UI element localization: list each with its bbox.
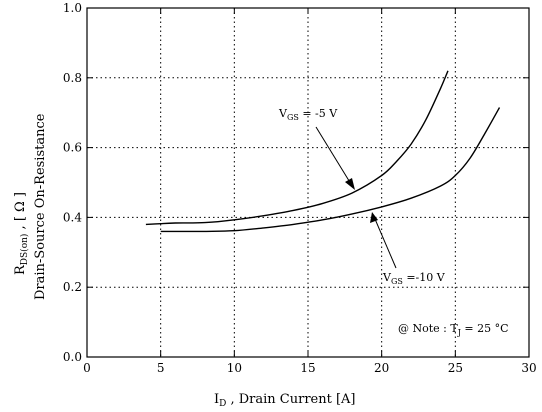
x-tick-label: 0 (83, 361, 91, 375)
annotation-vgs-5-main: V (278, 107, 288, 120)
y-tick-label: 0.4 (63, 210, 82, 224)
annotation-vgs-10-rest: =-10 V (403, 271, 446, 284)
y-tick-label: 1.0 (63, 1, 82, 15)
x-tick-label: 5 (157, 361, 165, 375)
tick-labels: 0 5 10 15 20 25 30 0.0 0.2 0.4 0.6 0.8 1.0 (63, 1, 537, 375)
y-axis-label-2: Drain-Source On-Resistance (33, 113, 48, 300)
annotation-vgs-5: VGS = -5 V (278, 107, 338, 122)
note-tj-sub: J (457, 328, 461, 337)
y-tick-label: 0.6 (63, 141, 82, 155)
axis-ticks (86, 7, 530, 358)
y-axis-label-1-main: R (13, 264, 28, 275)
x-axis-label: ID , Drain Current [A] (214, 392, 356, 409)
y-tick-label: 0.2 (63, 280, 82, 294)
arrow-vgs-5-line (315, 126, 352, 185)
grid-lines (87, 8, 529, 357)
note-tj-rest: = 25 °C (461, 322, 509, 335)
x-tick-label: 10 (227, 361, 242, 375)
series-line-0 (145, 70, 449, 226)
y-tick-label: 0.0 (63, 350, 82, 364)
y-tick-label: 0.8 (63, 71, 82, 85)
x-axis-label-main: I (214, 392, 219, 407)
series-lines (145, 70, 501, 233)
arrow-vgs-10-head (370, 212, 378, 223)
annotation-vgs-5-sub: GS (287, 113, 299, 122)
note-tj-prefix: @ Note : T (398, 322, 458, 335)
arrow-vgs-10-line (374, 218, 397, 269)
y-axis-label-1-sub: DS(on) (19, 234, 30, 266)
x-axis-label-sub: D (219, 399, 226, 409)
annotation-vgs-10-sub: GS (391, 277, 403, 286)
x-tick-label: 30 (521, 361, 536, 375)
y-axis-label-1: RDS(on) , [ Ω ] (13, 192, 30, 275)
annotation-vgs-10: VGS =-10 V (382, 271, 446, 286)
note-tj: @ Note : TJ = 25 °C (398, 322, 509, 337)
annotation-vgs-5-rest: = -5 V (299, 107, 338, 120)
x-tick-label: 20 (374, 361, 389, 375)
x-axis-label-rest: , Drain Current [A] (226, 392, 355, 407)
x-tick-label: 15 (300, 361, 315, 375)
plot-frame (86, 7, 530, 358)
annotation-vgs-10-main: V (382, 271, 392, 284)
arrow-vgs-5-head (345, 178, 355, 190)
y-axis-label-1-rest: , [ Ω ] (13, 192, 28, 234)
series-line-1 (160, 107, 501, 233)
annotation-arrows (315, 126, 397, 269)
x-tick-label: 25 (448, 361, 463, 375)
